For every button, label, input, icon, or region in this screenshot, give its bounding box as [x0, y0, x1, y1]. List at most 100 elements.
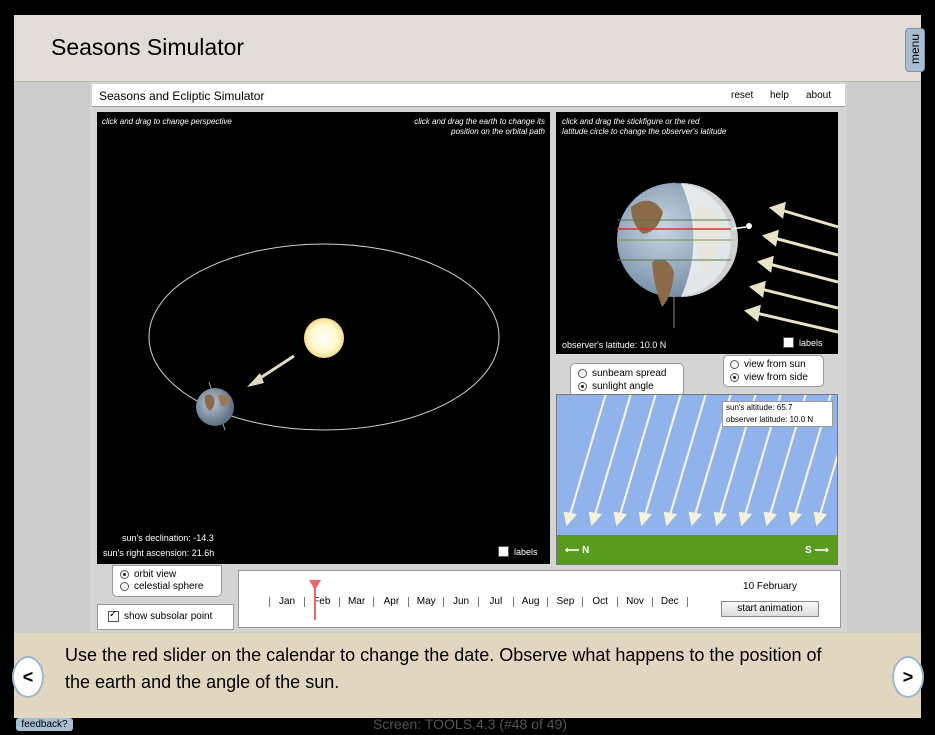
- orbit-hint-right-2: position on the orbital path: [451, 127, 545, 136]
- menu-tab[interactable]: menu: [905, 28, 925, 72]
- latitude-value: 10.0 N: [639, 340, 667, 350]
- orbit-labels-toggle[interactable]: labels: [498, 546, 538, 557]
- view-from-sun-option[interactable]: view from sun: [730, 359, 806, 370]
- latitude-readout: observer's latitude: 10.0 N: [562, 340, 666, 350]
- declination-label: sun's declination:: [122, 533, 191, 543]
- next-button[interactable]: >: [892, 656, 924, 698]
- earth-icon: [196, 388, 234, 426]
- date-slider-handle-icon[interactable]: [308, 580, 321, 590]
- feedback-button[interactable]: feedback?: [16, 718, 73, 731]
- orbit-view-label: orbit view: [134, 569, 177, 580]
- ascension-value: 21.6h: [191, 548, 215, 558]
- month-tick: [617, 597, 618, 607]
- sunlight-angle-option[interactable]: sunlight angle: [578, 381, 654, 392]
- month-label-apr[interactable]: Apr: [383, 596, 400, 607]
- declination-value: -14.3: [193, 533, 214, 543]
- earth-view[interactable]: [556, 112, 838, 354]
- celestial-sphere-radio[interactable]: [120, 582, 129, 591]
- south-indicator: S ⟶: [805, 545, 829, 556]
- month-tick: [303, 597, 305, 607]
- month-label-sep[interactable]: Sep: [556, 596, 575, 607]
- ascension-label: sun's right ascension:: [103, 548, 190, 558]
- orbit-hint-left: click and drag to change perspective: [102, 117, 232, 126]
- month-label-dec[interactable]: Dec: [660, 596, 679, 607]
- orbit-view-option[interactable]: orbit view: [120, 569, 176, 580]
- current-date: 10 February: [743, 581, 797, 592]
- stick-figure-head-icon: [746, 223, 752, 229]
- orbit-view[interactable]: [97, 112, 550, 564]
- orbit-labels-label: labels: [514, 546, 538, 557]
- sunlight-arrow-head: [247, 373, 264, 387]
- month-tick: [443, 597, 444, 607]
- celestial-sphere-option[interactable]: celestial sphere: [120, 581, 203, 592]
- month-label-jul[interactable]: Jul: [489, 596, 503, 607]
- ascension-readout: sun's right ascension: 21.6h: [103, 548, 214, 558]
- orbital-path: [148, 243, 500, 431]
- view-from-sun-label: view from sun: [744, 359, 806, 370]
- earth-labels-checkbox[interactable]: [783, 337, 794, 348]
- earth-panel[interactable]: click and drag the stickfigure or the re…: [556, 112, 838, 354]
- orbit-panel[interactable]: click and drag to change perspective cli…: [97, 112, 550, 564]
- view-from-side-radio[interactable]: [730, 373, 739, 382]
- month-label-oct[interactable]: Oct: [592, 596, 608, 607]
- orbit-view-radio[interactable]: [120, 570, 129, 579]
- earth-hint-2: latitude circle to change the observer's…: [562, 127, 727, 136]
- screen-info: Screen: TOOLS.4.3 (#48 of 49): [372, 716, 568, 732]
- month-label-aug[interactable]: Aug: [521, 596, 540, 607]
- sunbeam-spread-label: sunbeam spread: [592, 368, 667, 379]
- simulator-header: [92, 84, 845, 107]
- orbit-hint-right-1: click and drag the earth to change its: [414, 117, 545, 126]
- month-tick: [338, 597, 340, 607]
- month-label-nov[interactable]: Nov: [626, 596, 644, 607]
- view-from-side-label: view from side: [744, 372, 808, 383]
- view-options: view from sun view from side: [723, 355, 824, 387]
- month-tick: [512, 597, 514, 607]
- sunlight-options: sunbeam spread sunlight angle: [570, 363, 684, 397]
- sunlight-angle-label: sunlight angle: [592, 381, 654, 392]
- sun-icon: [304, 318, 344, 358]
- month-label-feb[interactable]: Feb: [313, 596, 331, 607]
- month-label-jan[interactable]: Jan: [278, 596, 296, 607]
- month-tick: [477, 597, 479, 607]
- sunlight-panel: sun's altitude: 65.7 observer latitude: …: [556, 394, 838, 565]
- earth-hint-1: click and drag the stickfigure or the re…: [562, 117, 700, 126]
- perspective-options: orbit view celestial sphere: [112, 565, 222, 597]
- previous-chevron-icon: <: [22, 666, 34, 687]
- subsolar-checkbox[interactable]: [108, 609, 119, 622]
- month-tick: [373, 597, 375, 607]
- sun-altitude-box: sun's altitude: 65.7 observer latitude: …: [722, 401, 833, 427]
- sun-altitude-value: 65.7: [776, 403, 793, 412]
- month-label-jun[interactable]: Jun: [452, 596, 470, 607]
- start-animation-button[interactable]: start animation: [721, 601, 819, 617]
- sunbeam-spread-option[interactable]: sunbeam spread: [578, 368, 667, 379]
- sunbeam-spread-radio[interactable]: [578, 369, 587, 378]
- sunlight-angle-radio[interactable]: [578, 382, 587, 391]
- view-from-side-option[interactable]: view from side: [730, 372, 808, 383]
- date-slider[interactable]: [308, 580, 321, 620]
- month-label-may[interactable]: May: [416, 596, 436, 607]
- sun-ray-arrows: [743, 201, 838, 334]
- month-tick: [651, 597, 653, 607]
- title-bar: [14, 15, 921, 82]
- orbit-labels-checkbox[interactable]: [498, 546, 509, 557]
- earth-labels-toggle[interactable]: labels: [783, 337, 823, 348]
- previous-button[interactable]: <: [12, 656, 44, 698]
- latitude-label: observer's latitude:: [562, 340, 638, 350]
- month-label-mar[interactable]: Mar: [347, 596, 366, 607]
- simulator-title: Seasons and Ecliptic Simulator: [99, 89, 265, 103]
- north-label: N: [582, 545, 590, 556]
- month-tick: [408, 597, 410, 607]
- reset-link[interactable]: reset: [731, 90, 754, 101]
- month-tick: [547, 597, 549, 607]
- instructions-bar: [14, 633, 921, 718]
- help-link[interactable]: help: [770, 90, 789, 101]
- page-title: Seasons Simulator: [51, 34, 245, 60]
- observer-latitude-value: 10.0 N: [789, 415, 814, 424]
- calendar-panel: [238, 570, 841, 628]
- next-chevron-icon: >: [902, 666, 914, 687]
- view-from-sun-radio[interactable]: [730, 360, 739, 369]
- subsolar-label: show subsolar point: [124, 611, 213, 622]
- subsolar-option[interactable]: show subsolar point: [97, 604, 234, 630]
- about-link[interactable]: about: [806, 90, 832, 101]
- south-label: S: [805, 545, 812, 556]
